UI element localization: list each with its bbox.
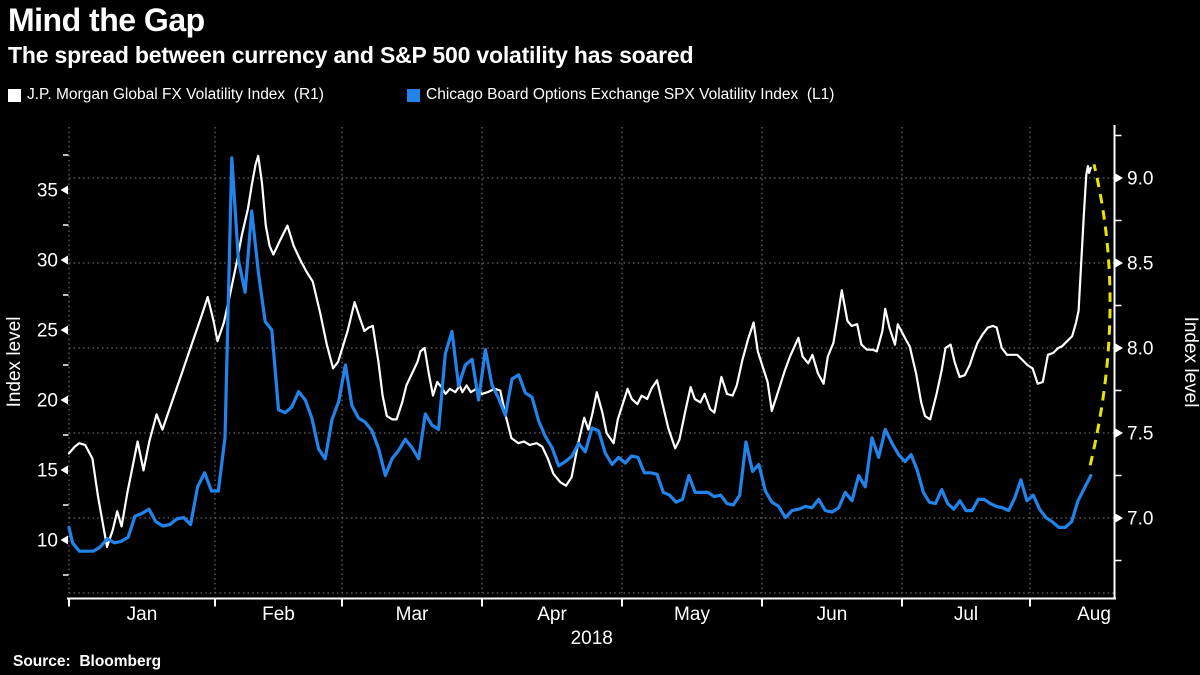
left-axis-title: Index level [4, 317, 25, 408]
right-axis-tick-label: 7.0 [1127, 509, 1153, 530]
month-label: Aug [1077, 604, 1111, 625]
fx-volatility-line [67, 154, 1092, 548]
month-label: Jun [817, 604, 848, 625]
vix-series-swatch-icon [407, 88, 420, 102]
legend-item-spx-volatility: Chicago Board Options Exchange SPX Volat… [407, 86, 834, 104]
fx-series-swatch-icon [8, 88, 21, 102]
right-axis-tick-label: 9.0 [1127, 169, 1153, 190]
legend-label-fx: J.P. Morgan Global FX Volatility Index (… [27, 86, 324, 103]
left-axis-tick-arrow [60, 465, 68, 475]
month-label: May [674, 604, 710, 625]
page-title: Mind the Gap [8, 2, 205, 38]
left-axis-tick-label: 15 [37, 461, 58, 482]
month-label: Jan [127, 604, 158, 625]
right-axis-tick-label: 7.5 [1127, 424, 1153, 445]
right-axis-tick-arrow [1115, 513, 1123, 523]
right-axis-title: Index level [1180, 317, 1200, 408]
page-subtitle: The spread between currency and S&P 500 … [8, 42, 694, 68]
left-axis-tick-label: 10 [37, 531, 58, 552]
left-axis-tick-arrow [60, 255, 68, 265]
spx-volatility-line [67, 156, 1093, 553]
left-axis-tick-label: 25 [37, 321, 58, 342]
right-axis-tick-arrow [1115, 428, 1123, 438]
year-label: 2018 [571, 628, 613, 649]
source-text: Source: Bloomberg [13, 653, 162, 670]
right-axis-tick-arrow [1115, 343, 1123, 353]
left-axis-tick-arrow [60, 325, 68, 335]
month-label: Apr [537, 604, 567, 625]
right-axis-tick-arrow [1115, 173, 1123, 183]
month-label: Jul [954, 604, 978, 625]
left-axis-tick-arrow [60, 535, 68, 545]
left-axis-tick-label: 35 [37, 181, 58, 202]
month-label: Feb [262, 604, 295, 625]
left-axis-tick-arrow [60, 395, 68, 405]
legend-label-vix: Chicago Board Options Exchange SPX Volat… [426, 86, 835, 103]
right-axis-tick-label: 8.0 [1127, 339, 1153, 360]
left-axis-tick-label: 30 [37, 251, 58, 272]
right-axis-tick-arrow [1115, 258, 1123, 268]
gap-highlight-annotation [1088, 164, 1112, 466]
month-label: Mar [396, 604, 429, 625]
legend-item-fx-volatility: J.P. Morgan Global FX Volatility Index (… [8, 86, 324, 104]
left-axis-tick-label: 20 [37, 391, 58, 412]
left-axis-tick-arrow [60, 185, 68, 195]
right-axis-tick-label: 8.5 [1127, 254, 1153, 275]
